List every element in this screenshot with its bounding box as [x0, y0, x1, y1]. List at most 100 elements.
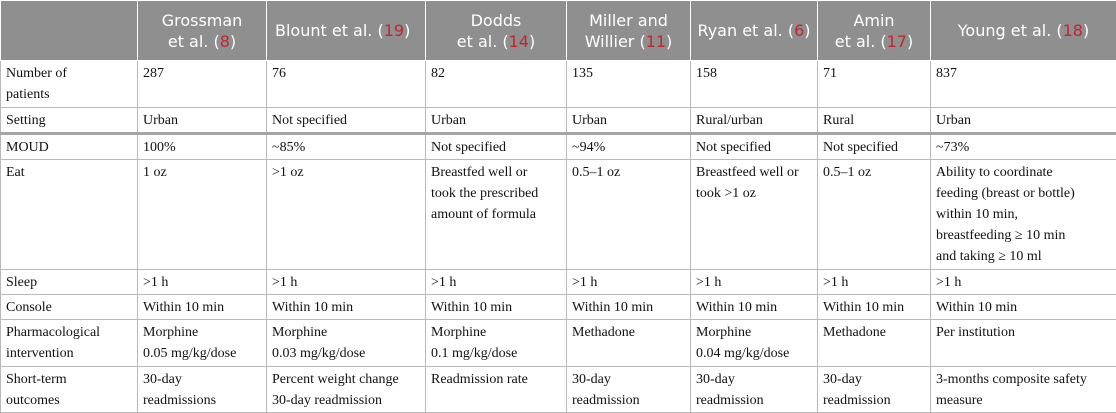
cell-text: readmission — [572, 393, 640, 408]
row-label-text: Sleep — [6, 275, 37, 290]
header-ryan: Ryan et al. (6) — [691, 1, 818, 61]
header-blount: Blount et al. (19) — [267, 1, 426, 61]
table-cell: >1 h — [567, 270, 691, 295]
table-cell: Rural/urban — [691, 108, 818, 134]
header-text: ) — [1083, 21, 1089, 40]
row-label-moud: MOUD — [1, 134, 138, 160]
table-cell: 0.5–1 oz — [818, 160, 931, 270]
table-cell: Morphine 0.03 mg/kg/dose — [267, 320, 426, 367]
table-cell: Morphine 0.1 mg/kg/dose — [426, 320, 567, 367]
cell-text: measure — [936, 393, 983, 408]
cell-text: 3-months composite safety — [936, 372, 1087, 387]
row-label-text: Setting — [6, 113, 46, 128]
cell-text: feeding (breast or bottle) — [936, 186, 1075, 201]
cell-text: >1 oz — [272, 165, 304, 180]
cell-text: Methadone — [823, 325, 886, 340]
header-text: Amin — [853, 11, 894, 30]
table-cell: >1 h — [138, 270, 267, 295]
table-cell: Not specified — [267, 108, 426, 134]
cell-text: Within 10 min — [936, 300, 1017, 315]
corner-header-cell — [1, 1, 138, 61]
cell-text: Percent weight change — [272, 372, 399, 387]
cell-text: 71 — [823, 66, 837, 81]
cell-text: 1 oz — [143, 165, 167, 180]
row-label-text: MOUD — [6, 140, 49, 155]
table-cell: Within 10 min — [426, 295, 567, 320]
table-cell: 30-day readmissions — [138, 367, 267, 413]
table-cell: 287 — [138, 61, 267, 108]
header-row: Grossman et al. (8) Blount et al. (19) D… — [1, 1, 1116, 61]
cell-text: Within 10 min — [272, 300, 353, 315]
table-cell: >1 h — [267, 270, 426, 295]
header-text: et al. ( — [457, 32, 509, 51]
table-cell: Not specified — [426, 134, 567, 160]
cell-text: Morphine — [696, 325, 751, 340]
row-label-console: Console — [1, 295, 138, 320]
table-cell: ~73% — [931, 134, 1116, 160]
cell-text: readmissions — [143, 393, 216, 408]
table-cell: >1 h — [818, 270, 931, 295]
header-text: Blount et al. ( — [275, 21, 384, 40]
cell-text: 30-day — [143, 372, 182, 387]
table-cell: Urban — [931, 108, 1116, 134]
cell-text: readmission — [696, 393, 764, 408]
cell-text: ~94% — [572, 140, 605, 155]
table-cell: Urban — [567, 108, 691, 134]
reference-number: 18 — [1063, 21, 1083, 40]
cell-text: Not specified — [823, 140, 898, 155]
header-text: Willier ( — [585, 32, 646, 51]
cell-text: Within 10 min — [823, 300, 904, 315]
cell-text: 30-day — [823, 372, 862, 387]
reference-number: 17 — [887, 32, 907, 51]
cell-text: Readmission rate — [431, 372, 528, 387]
reference-number: 19 — [384, 21, 404, 40]
table-cell: ~85% — [267, 134, 426, 160]
table-row-moud: MOUD 100%~85% Not specified ~94% Not specifi… — [1, 134, 1116, 160]
row-label-text: Eat — [6, 165, 25, 180]
cell-text: Per institution — [936, 325, 1015, 340]
cell-text: Rural — [823, 113, 854, 128]
cell-text: Not specified — [696, 140, 771, 155]
cell-text: Methadone — [572, 325, 635, 340]
reference-number: 8 — [220, 32, 230, 51]
table-cell: Within 10 min — [567, 295, 691, 320]
cell-text: >1 h — [272, 275, 297, 290]
cell-text: 0.5–1 oz — [823, 165, 871, 180]
row-label-setting: Setting — [1, 108, 138, 134]
header-grossman: Grossman et al. (8) — [138, 1, 267, 61]
table-cell: 100% — [138, 134, 267, 160]
header-amin: Amin et al. (17) — [818, 1, 931, 61]
table-cell: >1 h — [426, 270, 567, 295]
cell-text: Morphine — [431, 325, 486, 340]
header-text: Ryan et al. ( — [697, 21, 794, 40]
cell-text: Within 10 min — [572, 300, 653, 315]
cell-text: Not specified — [272, 113, 347, 128]
cell-text: Urban — [572, 113, 607, 128]
table-cell: Within 10 min — [267, 295, 426, 320]
cell-text: Morphine — [272, 325, 327, 340]
table-cell: Not specified — [818, 134, 931, 160]
table-cell: 82 — [426, 61, 567, 108]
cell-text: 0.1 mg/kg/dose — [431, 346, 517, 361]
cell-text: 76 — [272, 66, 286, 81]
table-cell: ~94% — [567, 134, 691, 160]
table-cell: Methadone — [818, 320, 931, 367]
cell-text: 837 — [936, 66, 957, 81]
cell-text: readmission — [823, 393, 891, 408]
cell-text: ~73% — [936, 140, 969, 155]
reference-number: 11 — [646, 32, 666, 51]
cell-text: 30-day — [572, 372, 611, 387]
header-text: ) — [907, 32, 913, 51]
cell-text: Not specified — [431, 140, 506, 155]
cell-text: Within 10 min — [431, 300, 512, 315]
table-cell: Within 10 min — [691, 295, 818, 320]
header-text: et al. ( — [835, 32, 887, 51]
row-label-sleep: Sleep — [1, 270, 138, 295]
cell-text: 0.03 mg/kg/dose — [272, 346, 365, 361]
table-cell: >1 h — [931, 270, 1116, 295]
